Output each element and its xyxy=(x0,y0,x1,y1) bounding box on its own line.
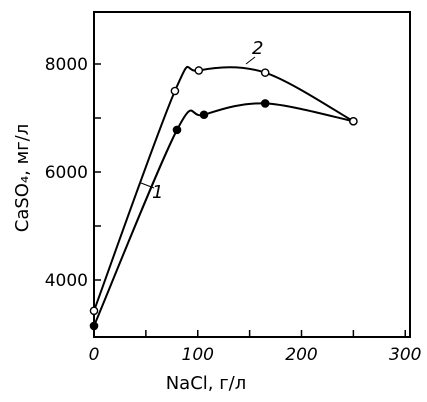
y-tick-label: 6000 xyxy=(45,163,88,183)
plot-frame xyxy=(93,11,411,338)
data-point-series-1-1 xyxy=(172,125,182,135)
x-tick-label: 100 xyxy=(182,345,214,365)
data-point-series-1-3 xyxy=(260,99,270,108)
curve-label-1: 1 xyxy=(152,182,163,203)
x-axis-ticks: 0 100 200 300 xyxy=(89,330,421,365)
data-point-series-2-0 xyxy=(89,306,99,316)
data-point-series-1-2 xyxy=(199,110,209,120)
x-tick-label: 200 xyxy=(285,345,317,365)
data-point-series-2-4 xyxy=(349,116,358,126)
data-point-series-2-1 xyxy=(170,86,180,96)
y-tick-label: 8000 xyxy=(45,55,88,75)
y-axis-ticks: 4000 6000 8000 xyxy=(45,55,101,291)
data-point-series-1-0 xyxy=(89,321,99,331)
series-line-1 xyxy=(93,102,354,327)
y-axis-label: CaSO₄, мг/л xyxy=(12,124,33,232)
x-tick-label: 300 xyxy=(389,345,421,365)
series-points xyxy=(89,66,358,331)
curve-label-2: 2 xyxy=(252,38,263,59)
data-point-series-2-2 xyxy=(194,66,204,75)
curve-label-2-leader xyxy=(245,56,256,65)
y-tick-label: 4000 xyxy=(45,271,88,291)
series-line-2 xyxy=(93,65,354,312)
series-curves xyxy=(93,56,354,327)
x-tick-label: 0 xyxy=(89,345,100,365)
data-point-series-2-3 xyxy=(260,68,270,77)
curve-label-1-leader xyxy=(140,182,155,189)
x-axis-label: NaCl, г/л xyxy=(166,373,247,394)
